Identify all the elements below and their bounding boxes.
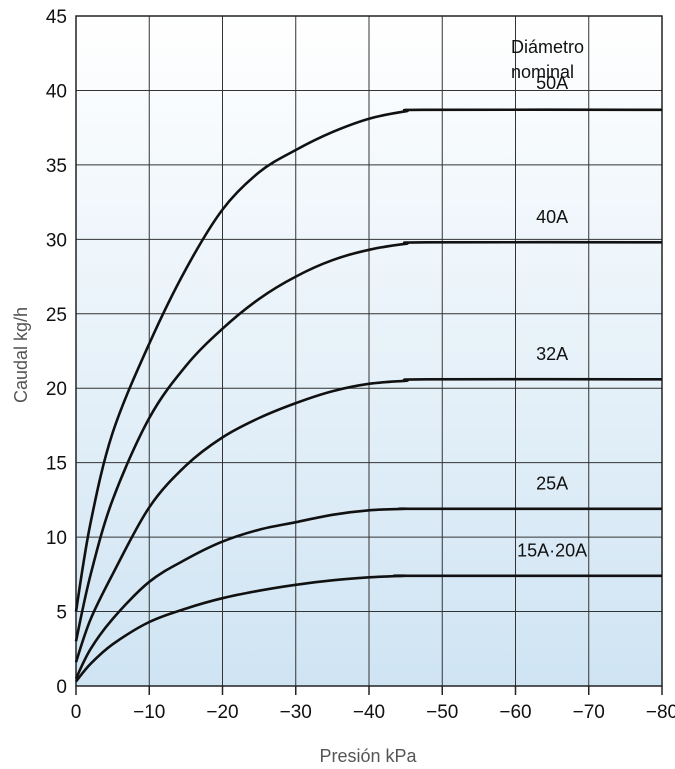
series-line-40a [74,240,663,642]
x-tick-label: −40 [353,702,385,723]
x-tick-label: −60 [499,702,531,723]
y-axis-ticks: 0 5 10 15 20 25 30 35 40 45 [46,7,67,698]
series-label-32a: 32A [536,344,568,364]
y-tick-label: 40 [46,81,67,102]
series-curves [74,108,663,683]
y-tick-label: 35 [46,156,67,177]
series-line-32a [74,377,663,663]
y-tick-label: 10 [46,528,67,549]
x-tick-label: −10 [133,702,165,723]
y-axis-title: Caudal kg/h [11,307,31,403]
y-tick-label: 25 [46,305,67,326]
y-tick-label: 20 [46,379,67,400]
series-line-25a [74,507,662,680]
y-tick-label: 30 [46,230,67,251]
legend-title-line-1: Diámetro [511,37,584,57]
y-tick-label: 45 [46,7,67,28]
series-line-50a [74,108,663,612]
x-tick-label: −20 [206,702,238,723]
series-label-15a-20a: 15A·20A [517,540,587,560]
y-tick-label: 5 [56,603,67,624]
legend-title: Diámetro nominal [511,37,584,82]
series-line-15a-20a [74,574,662,683]
x-tick-label: −80 [646,702,675,723]
series-label-25a: 25A [536,473,568,493]
y-tick-label: 0 [56,677,67,698]
y-tick-label: 15 [46,454,67,475]
x-axis-ticks: 0 −10 −20 −30 −40 −50 −60 −70 −80 [71,686,675,723]
series-label-40a: 40A [536,207,568,227]
x-tick-label: −50 [426,702,458,723]
x-axis-title: Presión kPa [319,746,417,766]
series-label-50a: 50A [536,73,568,93]
x-tick-label: 0 [71,702,82,723]
x-tick-label: −70 [573,702,605,723]
x-tick-label: −30 [280,702,312,723]
legend-title-line-2: nominal [511,62,574,82]
series-labels: 50A 40A 32A 25A 15A·20A [517,73,587,561]
